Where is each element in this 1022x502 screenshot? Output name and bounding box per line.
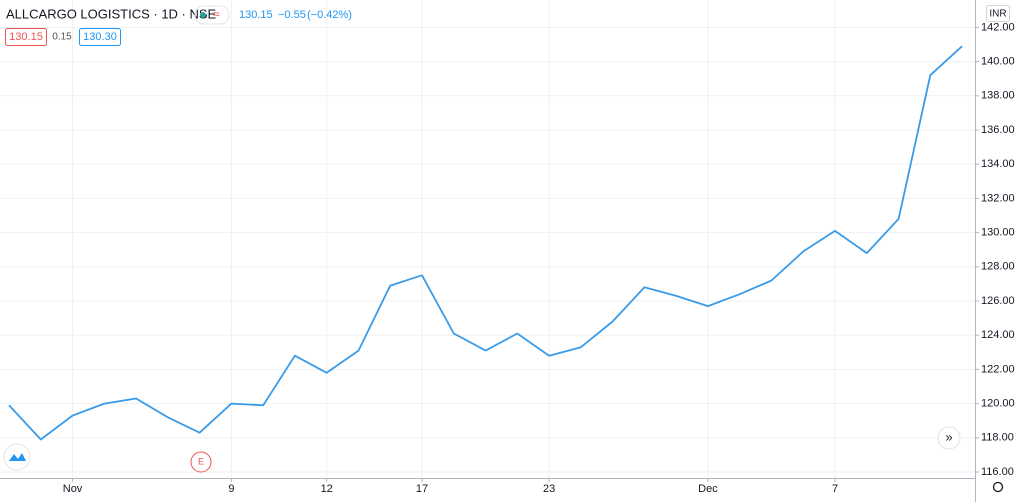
x-tick-label: Dec bbox=[698, 483, 718, 495]
grid bbox=[0, 0, 975, 478]
x-tick-label: Nov bbox=[63, 483, 83, 495]
ask: 130.30 bbox=[83, 31, 117, 43]
y-tick-label: 118.00 bbox=[981, 432, 1014, 444]
logo-icon bbox=[9, 453, 26, 461]
scroll-button[interactable] bbox=[937, 426, 961, 450]
x-tick-label: 9 bbox=[228, 483, 234, 495]
bid-box bbox=[5, 28, 47, 46]
bid: 130.15 bbox=[9, 31, 43, 43]
change: −0.55 bbox=[278, 9, 306, 21]
y-tick-label: 120.00 bbox=[981, 398, 1015, 410]
y-tick-label: 128.00 bbox=[981, 261, 1015, 273]
plot bbox=[8, 45, 963, 441]
y-tick-label: 132.00 bbox=[981, 192, 1015, 204]
y-tick-label: 130.00 bbox=[981, 226, 1015, 238]
y-tick-label: 140.00 bbox=[981, 55, 1015, 67]
y-tick-label: 116.00 bbox=[981, 466, 1014, 478]
y-tick-label: 124.00 bbox=[981, 329, 1015, 341]
logo[interactable] bbox=[3, 443, 31, 471]
y-tick-label: 126.00 bbox=[981, 295, 1015, 307]
y-tick-label: 142.00 bbox=[981, 21, 1015, 33]
symbol: ALLCARGO LOGISTICS · 1D · NSE bbox=[6, 6, 217, 21]
x-tick-label: 17 bbox=[416, 483, 428, 495]
currency-box bbox=[986, 5, 1010, 22]
status-pill bbox=[194, 5, 230, 25]
x-tick-label: 12 bbox=[321, 483, 333, 495]
y-tick-label: 138.00 bbox=[981, 90, 1015, 102]
scroll-icon: » bbox=[945, 429, 952, 444]
x-tick-label: 7 bbox=[832, 483, 838, 495]
status-dot bbox=[200, 12, 206, 18]
price-line bbox=[8, 45, 963, 441]
earnings-label: E bbox=[198, 456, 204, 466]
settings-button[interactable] bbox=[992, 481, 1004, 493]
spread: 0.15 bbox=[52, 32, 72, 43]
price: 130.15 bbox=[239, 9, 273, 21]
ask-box bbox=[79, 28, 121, 46]
earnings-badge[interactable] bbox=[190, 451, 212, 473]
currency: INR bbox=[989, 9, 1006, 20]
delay-icon: ≈ bbox=[213, 7, 220, 21]
y-tick-label: 134.00 bbox=[981, 158, 1015, 170]
y-tick-label: 122.00 bbox=[981, 363, 1015, 375]
x-tick-label: 23 bbox=[543, 483, 555, 495]
y-tick-label: 136.00 bbox=[981, 124, 1015, 136]
change-pct: (−0.42%) bbox=[307, 9, 352, 21]
